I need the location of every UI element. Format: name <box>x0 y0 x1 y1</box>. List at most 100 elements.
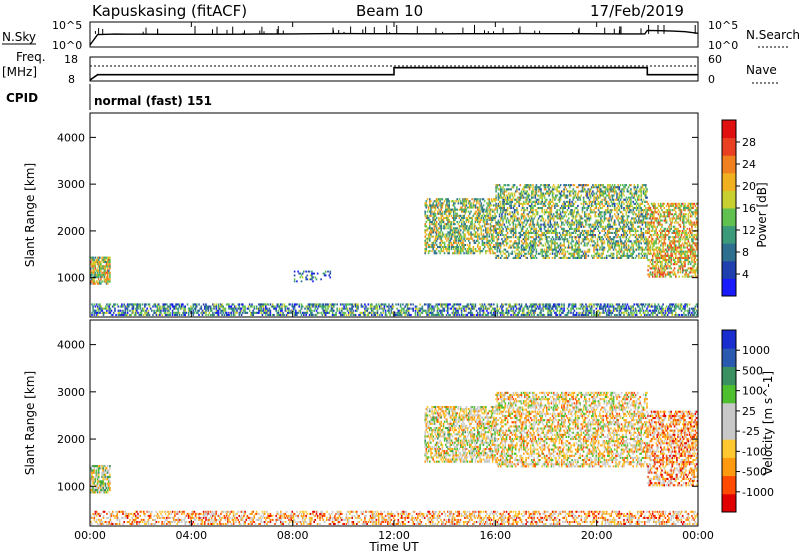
scatter-cell <box>312 305 314 308</box>
scatter-cell <box>446 223 448 226</box>
scatter-cell <box>306 274 309 277</box>
scatter-cell <box>512 256 515 259</box>
scatter-cell <box>495 202 497 205</box>
scatter-cell <box>588 223 591 226</box>
scatter-cell <box>536 198 539 201</box>
scatter-cell <box>615 186 617 189</box>
scatter-cell <box>601 192 603 195</box>
scatter-cell <box>384 311 387 314</box>
scatter-cell <box>610 209 613 212</box>
scatter-cell <box>104 260 107 264</box>
scatter-cell <box>485 313 487 316</box>
scatter-cell <box>526 202 528 205</box>
scatter-cell <box>329 272 332 275</box>
scatter-cell <box>519 198 522 201</box>
scatter-cell <box>474 250 477 253</box>
scatter-cell <box>480 250 483 253</box>
scatter-cell <box>91 265 93 268</box>
scatter-cell <box>516 252 518 255</box>
scatter-cell <box>271 313 274 316</box>
scatter-cell <box>620 207 623 210</box>
scatter-cell <box>562 194 564 197</box>
scatter-cell <box>434 250 437 253</box>
scatter-cell <box>267 309 269 312</box>
scatter-cell <box>454 235 456 238</box>
scatter-cell <box>601 240 603 243</box>
scatter-cell <box>517 219 519 222</box>
scatter-cell <box>277 309 280 312</box>
scatter-cell <box>655 305 657 308</box>
scatter-cell <box>588 240 591 243</box>
scatter-cell <box>625 311 628 314</box>
scatter-cell <box>461 206 463 209</box>
scatter-cell <box>531 227 533 230</box>
scatter-cell <box>100 267 102 270</box>
scatter-cell <box>597 313 600 316</box>
scatter-cell <box>483 208 486 211</box>
scatter-cell <box>461 216 463 219</box>
scatter-cell <box>93 309 96 312</box>
scatter-cell <box>461 235 463 238</box>
scatter-cell <box>556 309 558 312</box>
scatter-cell <box>548 215 550 218</box>
scatter-cell <box>505 307 508 310</box>
scatter-cell <box>454 206 456 209</box>
scatter-cell <box>585 238 587 241</box>
scatter-cell <box>694 307 697 310</box>
scatter-cell <box>631 313 633 316</box>
scatter-cell <box>493 246 495 249</box>
scatter-cell <box>91 313 93 316</box>
scatter-cell <box>514 202 517 205</box>
scatter-cell <box>498 311 501 314</box>
scatter-cell <box>414 307 417 310</box>
scatter-cell <box>556 234 558 237</box>
scatter-cell <box>582 311 585 314</box>
scatter-cell <box>615 215 617 218</box>
scatter-cell <box>478 210 480 213</box>
scatter-cell <box>94 256 97 259</box>
scatter-cell <box>495 194 497 197</box>
scatter-cell <box>319 305 321 308</box>
scatter-cell <box>607 244 609 247</box>
scatter-cell <box>588 248 591 251</box>
scatter-cell <box>153 303 155 306</box>
scatter-cell <box>461 243 463 246</box>
scatter-cell <box>523 207 525 210</box>
scatter-cell <box>315 305 318 308</box>
scatter-cell <box>278 313 281 316</box>
scatter-cell <box>199 307 201 310</box>
scatter-cell <box>210 313 213 316</box>
scatter-cell <box>281 307 283 310</box>
scatter-cell <box>361 311 364 314</box>
scatter-cell <box>554 246 556 249</box>
scatter-cell <box>455 208 457 211</box>
scatter-cell <box>463 223 465 226</box>
scatter-cell <box>617 242 619 245</box>
scatter-cell <box>475 202 478 205</box>
scatter-cell <box>480 206 483 209</box>
scatter-cell <box>407 309 410 312</box>
scatter-cell <box>435 229 438 232</box>
scatter-cell <box>238 303 241 306</box>
scatter-cell <box>616 313 618 316</box>
scatter-cell <box>516 217 518 220</box>
scatter-cell <box>549 309 552 312</box>
scatter-cell <box>190 309 192 312</box>
scatter-cell <box>575 256 578 259</box>
scatter-cell <box>198 309 200 312</box>
scatter-cell <box>439 252 441 255</box>
scatter-cell <box>102 260 104 264</box>
scatter-cell <box>429 225 431 228</box>
scatter-cell <box>608 221 610 224</box>
scatter-cell <box>493 252 495 255</box>
scatter-cell <box>518 217 520 220</box>
scatter-cell <box>586 184 588 187</box>
scatter-cell <box>589 211 592 214</box>
scatter-cell <box>567 303 570 306</box>
scatter-cell <box>607 211 609 214</box>
scatter-cell <box>103 276 106 279</box>
scatter-cell <box>579 184 581 187</box>
scatter-cell <box>223 307 226 310</box>
scatter-cell <box>569 256 571 259</box>
scatter-cell <box>548 202 550 205</box>
